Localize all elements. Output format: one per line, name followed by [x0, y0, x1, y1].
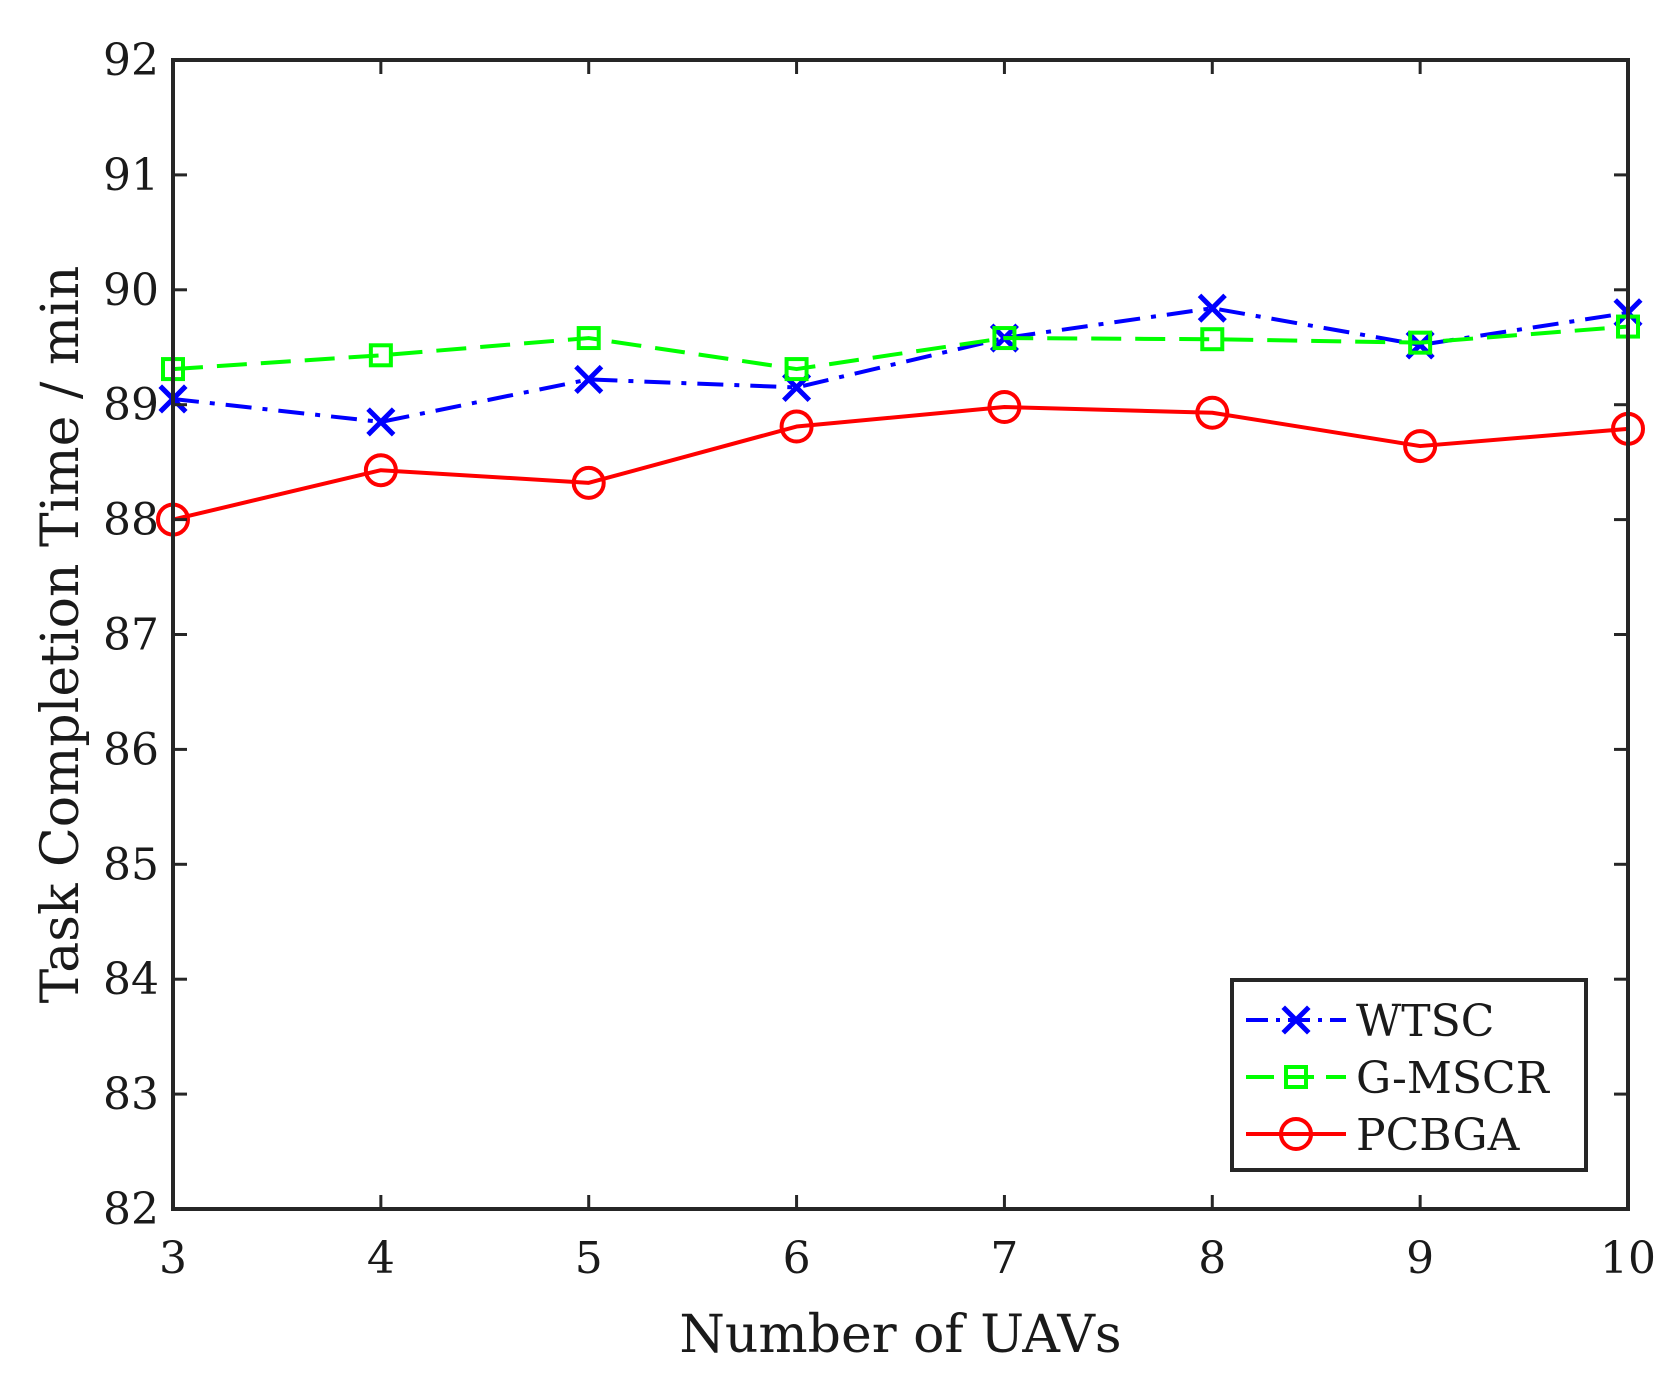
legend-label-wtsc: WTSC: [1356, 996, 1494, 1047]
x-axis-title: Number of UAVs: [679, 1305, 1121, 1365]
y-tick-label: 88: [103, 495, 159, 546]
y-tick-label: 89: [103, 380, 159, 431]
data-point-pcbga: [1195, 395, 1230, 430]
y-axis-title: Task Completion Time / min: [31, 266, 91, 1004]
y-tick-label: 87: [103, 610, 159, 661]
x-tick-label: 6: [783, 1233, 811, 1284]
series-line-wtsc: [172, 306, 1629, 424]
series-line-pcbga: [172, 404, 1629, 522]
legend-label-g-mscr: G-MSCR: [1356, 1053, 1551, 1104]
y-tick-label: 86: [103, 724, 159, 775]
x-tick-label: 4: [367, 1233, 395, 1284]
legend-entry-g-mscr: G-MSCR: [1246, 1053, 1551, 1104]
data-point-g-mscr: [784, 357, 809, 382]
plot-content: [156, 293, 1645, 537]
x-tick-label: 7: [990, 1233, 1018, 1284]
y-tick-label: 83: [103, 1069, 159, 1120]
series-pcbga: [156, 389, 1645, 537]
data-point-wtsc: [574, 364, 604, 394]
y-tick-label: 92: [103, 35, 159, 86]
x-tick-label: 9: [1406, 1233, 1434, 1284]
x-tick-label: 8: [1198, 1233, 1226, 1284]
series-line-g-mscr: [172, 324, 1629, 372]
legend-marker-wtsc: [1281, 1005, 1311, 1035]
data-point-pcbga: [987, 389, 1022, 424]
data-point-g-mscr: [1200, 327, 1225, 352]
legend-entry-wtsc: WTSC: [1246, 996, 1494, 1047]
data-point-g-mscr: [576, 326, 601, 351]
data-point-wtsc: [366, 407, 396, 437]
data-point-pcbga: [363, 453, 398, 488]
x-tick-label: 3: [159, 1233, 187, 1284]
data-point-g-mscr: [368, 343, 393, 368]
legend-entry-pcbga: PCBGA: [1246, 1110, 1521, 1161]
data-point-pcbga: [1403, 429, 1438, 464]
data-point-g-mscr: [1408, 330, 1433, 355]
legend-marker-pcbga: [1279, 1117, 1313, 1151]
y-tick-label: 90: [103, 265, 159, 316]
x-tick-label: 5: [575, 1233, 603, 1284]
legend-label-pcbga: PCBGA: [1356, 1110, 1521, 1161]
x-tick-label: 10: [1600, 1233, 1656, 1284]
y-tick-label: 91: [103, 150, 159, 201]
data-point-wtsc: [1197, 293, 1227, 323]
y-tick-label: 82: [103, 1184, 159, 1235]
y-tick-label: 85: [103, 839, 159, 890]
data-point-pcbga: [571, 465, 606, 500]
legend: WTSC G-MSCR PCBGA: [1230, 978, 1588, 1172]
data-point-pcbga: [779, 409, 814, 444]
legend-marker-g-mscr: [1284, 1065, 1308, 1089]
y-tick-label: 84: [103, 954, 159, 1005]
data-point-g-mscr: [992, 326, 1017, 351]
